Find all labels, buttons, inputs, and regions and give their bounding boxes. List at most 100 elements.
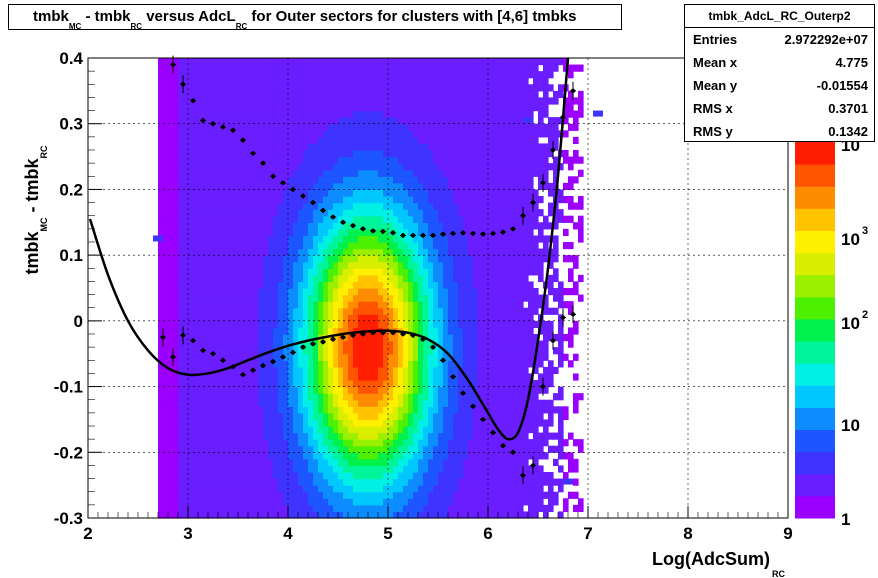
heatmap-cell (398, 439, 404, 447)
heatmap-cell (398, 294, 404, 302)
heatmap-cell (303, 432, 309, 440)
heatmap-cell (178, 406, 184, 414)
heatmap-cell (333, 412, 339, 421)
heatmap-cell (438, 97, 444, 105)
heatmap-cell (333, 90, 339, 99)
heatmap-cell (438, 261, 444, 269)
heatmap-cell (383, 58, 389, 66)
heatmap-cell (468, 353, 474, 361)
heatmap-cell (188, 485, 194, 493)
heatmap-cell (298, 426, 304, 434)
heatmap-cell (293, 301, 299, 309)
heatmap-cell (373, 511, 379, 519)
heatmap-cell (403, 426, 409, 434)
heatmap-cell (438, 452, 444, 460)
heatmap-cell (193, 399, 199, 407)
heatmap-cell (408, 123, 414, 131)
heatmap-cell (513, 353, 519, 361)
heatmap-cell (358, 340, 364, 348)
heatmap-cell (358, 169, 364, 177)
heatmap-cell (333, 360, 339, 368)
heatmap-cell (283, 491, 289, 499)
heatmap-cell (288, 242, 294, 250)
heatmap-cell (248, 77, 254, 85)
heatmap-cell (258, 399, 264, 407)
heatmap-cell (203, 465, 209, 473)
heatmap-cell (188, 498, 194, 506)
heatmap-cell (223, 478, 229, 486)
heatmap-cell (273, 373, 279, 381)
heatmap-cell (228, 71, 234, 79)
heatmap-cell (198, 182, 204, 191)
heatmap-cell (428, 288, 434, 296)
heatmap-cell (423, 432, 429, 440)
heatmap-cell (243, 301, 249, 309)
heatmap-cell (483, 288, 489, 296)
heatmap-cell (278, 307, 284, 315)
heatmap-cell (168, 399, 174, 407)
heatmap-cell (448, 235, 454, 243)
heatmap-cell (428, 320, 434, 329)
heatmap-cell (168, 215, 174, 223)
heatmap-cell (208, 347, 214, 355)
heatmap-cell (228, 228, 234, 237)
heatmap-cell (258, 406, 264, 414)
heatmap-cell (338, 163, 344, 171)
heatmap-cell (208, 196, 214, 204)
heatmap-cell (383, 485, 389, 493)
heatmap-cell (408, 360, 414, 368)
heatmap-cell (303, 327, 309, 335)
heatmap-cell (233, 412, 239, 421)
heatmap-cell (233, 360, 239, 368)
heatmap-cell (363, 373, 369, 381)
heatmap-cell (248, 380, 254, 388)
heatmap-cell (198, 511, 204, 519)
heatmap-cell (493, 426, 499, 434)
heatmap-cell (508, 498, 514, 506)
heatmap-cell (248, 426, 254, 434)
heatmap-cell (513, 458, 519, 467)
heatmap-cell (473, 426, 479, 434)
heatmap-cell (393, 301, 399, 309)
heatmap-cell (258, 491, 264, 499)
heatmap-cell (213, 268, 219, 276)
heatmap-cell (383, 386, 389, 394)
heatmap-cell (448, 314, 454, 322)
heatmap-cell (163, 301, 169, 309)
heatmap-cell (493, 445, 499, 453)
heatmap-cell (343, 491, 349, 499)
heatmap-cell (243, 504, 249, 513)
heatmap-cell (363, 366, 369, 375)
heatmap-cell (408, 327, 414, 335)
heatmap-cell (433, 399, 439, 407)
heatmap-cell (348, 366, 354, 375)
heatmap-cell (383, 255, 389, 263)
heatmap-cell (338, 176, 344, 184)
heatmap-cell (408, 334, 414, 342)
heatmap-cell (253, 77, 259, 85)
heatmap-cell (463, 511, 469, 519)
heatmap-cell (453, 222, 459, 230)
heatmap-cell (433, 485, 439, 493)
heatmap-cell (228, 504, 234, 513)
heatmap-cell (303, 452, 309, 460)
heatmap-cell (168, 472, 174, 480)
heatmap-cell (248, 511, 254, 519)
heatmap-cell (248, 491, 254, 499)
heatmap-cell (323, 314, 329, 322)
heatmap-cell (233, 419, 239, 427)
heatmap-cell (438, 130, 444, 138)
heatmap-cell (508, 90, 514, 99)
heatmap-cell (318, 419, 324, 427)
heatmap-cell (223, 169, 229, 177)
heatmap-cell (293, 242, 299, 250)
heatmap-cell (263, 136, 269, 145)
heatmap-cell (173, 136, 179, 145)
heatmap-cell (303, 189, 309, 197)
heatmap-cell (233, 176, 239, 184)
heatmap-cell (408, 77, 414, 85)
heatmap-cell (193, 235, 199, 243)
heatmap-cell (498, 432, 504, 440)
heatmap-cell (343, 274, 349, 283)
heatmap-cell (328, 123, 334, 131)
